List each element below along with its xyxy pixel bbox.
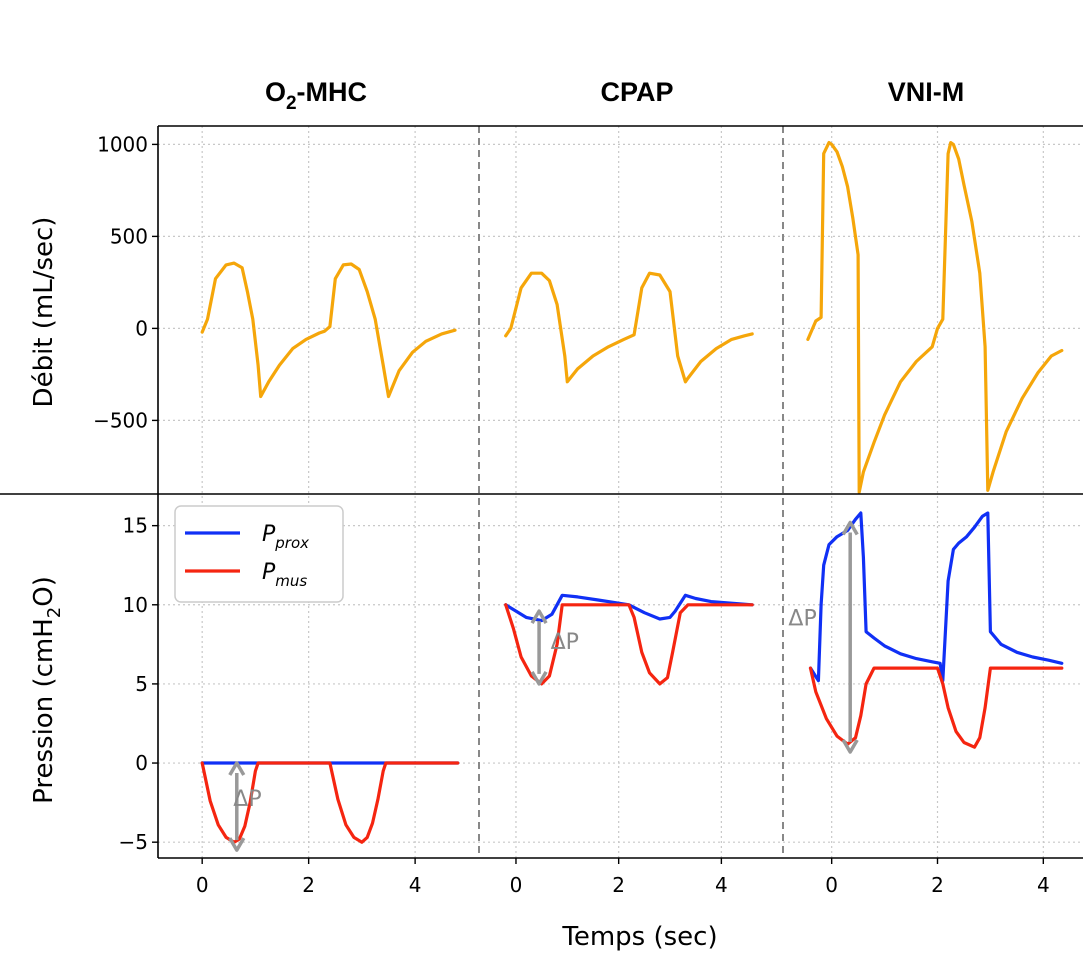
delta-p-arrow-head-bottom xyxy=(228,837,246,852)
p-prox-line-panel-3 xyxy=(808,511,1064,683)
series-layer xyxy=(200,141,1064,852)
pressure-y-axis-label: Pression (cmH2O) xyxy=(29,576,65,804)
flow-line-panel-3 xyxy=(806,141,1064,494)
pressure-ylabel-main: Pression (cmH xyxy=(29,618,59,804)
legend-label-subscript: mus xyxy=(275,572,307,590)
flow-y-tick-label: −500 xyxy=(93,408,148,432)
flow-line-panel-1 xyxy=(200,261,457,399)
panel-title-main: O xyxy=(265,77,286,107)
x-tick-label: 0 xyxy=(825,873,838,897)
legend-label-main: P xyxy=(262,522,276,547)
x-tick-label: 2 xyxy=(302,873,315,897)
x-tick-label: 0 xyxy=(196,873,209,897)
frame-layer xyxy=(0,125,1083,864)
delta-p-arrow-head-top xyxy=(228,761,246,776)
x-tick-label: 2 xyxy=(931,873,944,897)
legend-label: Pprox xyxy=(262,522,309,552)
flow-line-panel-2 xyxy=(504,271,754,384)
flow-y-tick-label: 500 xyxy=(110,224,148,248)
legend-label-subscript: prox xyxy=(274,534,309,552)
panel-title-main: CPAP xyxy=(600,77,673,107)
p-mus-line-panel-2 xyxy=(504,603,754,686)
pressure-ylabel-rest: O) xyxy=(29,576,59,607)
legend-box xyxy=(174,505,344,603)
pressure-y-tick-label: 15 xyxy=(123,514,148,538)
pressure-y-tick-label: 10 xyxy=(123,593,148,617)
x-tick-label: 4 xyxy=(715,873,728,897)
x-tick-label: 4 xyxy=(409,873,422,897)
x-axis-label: Temps (sec) xyxy=(561,922,717,952)
pressure-ylabel-subscript: 2 xyxy=(44,607,65,618)
legend-label: Pmus xyxy=(262,560,307,590)
pressure-y-tick-label: −5 xyxy=(119,830,148,854)
x-tick-label: 0 xyxy=(510,873,523,897)
flow-y-tick-label: 1000 xyxy=(97,132,148,156)
delta-p-label: ΔP xyxy=(788,606,816,631)
delta-p-arrow-head-top xyxy=(530,609,548,624)
pressure-y-tick-label: 0 xyxy=(135,751,148,775)
legend-label-main: P xyxy=(262,560,276,585)
x-tick-label: 4 xyxy=(1037,873,1050,897)
flow-y-tick-label: 0 xyxy=(135,316,148,340)
delta-p-arrow-head-top xyxy=(841,520,859,536)
flow-y-axis-label: Débit (mL/sec) xyxy=(29,217,59,408)
panel-title: O2-MHC xyxy=(265,77,367,114)
panel-title: CPAP xyxy=(600,77,673,107)
delta-p-arrow-head-bottom xyxy=(530,671,548,686)
p-mus-line-panel-3 xyxy=(808,666,1064,749)
delta-p-label: ΔP xyxy=(233,787,261,812)
pressure-y-tick-label: 5 xyxy=(135,672,148,696)
x-tick-label: 2 xyxy=(612,873,625,897)
panel-title-main: VNI-M xyxy=(888,77,965,107)
panel-title-subscript: 2 xyxy=(286,93,297,114)
panel-title: VNI-M xyxy=(888,77,965,107)
delta-p-label: ΔP xyxy=(551,630,579,655)
grid-layer xyxy=(158,126,1083,858)
panel-title-rest: -MHC xyxy=(297,77,367,107)
delta-p-arrow-head-bottom xyxy=(841,739,859,754)
